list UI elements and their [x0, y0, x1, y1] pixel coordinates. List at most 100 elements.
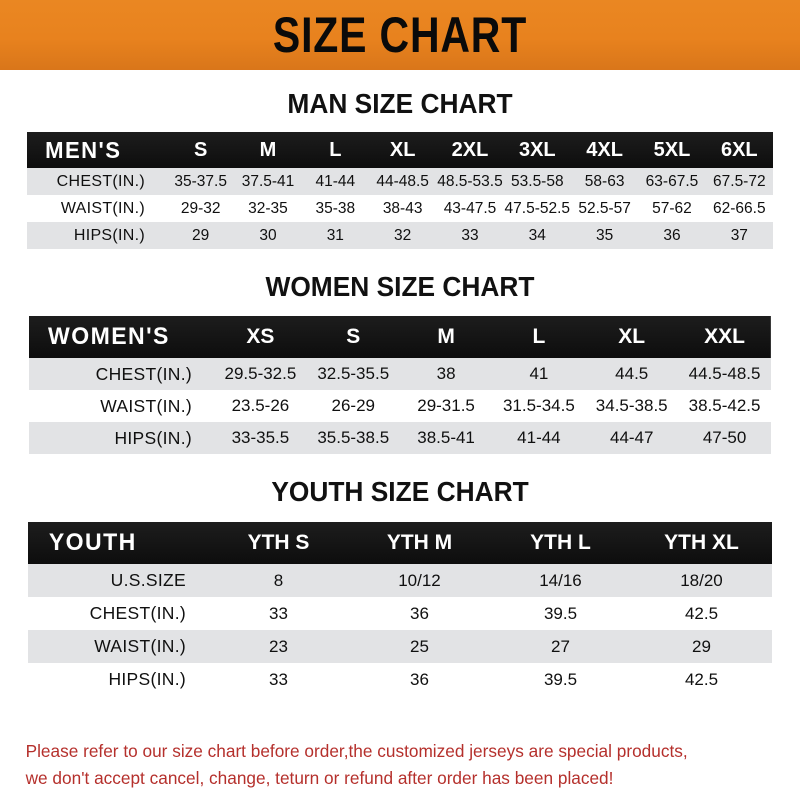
- table-cell: 34.5-38.5: [595, 396, 668, 415]
- table-man-col-header: M: [259, 138, 277, 161]
- table-man-col-header: XL: [389, 138, 416, 161]
- table-cell: 32-35: [248, 199, 288, 217]
- table-men: MEN'S S M L XL 2XL 3XL 4XL 5XL 6XL CHEST(IN.) 35-3…: [27, 132, 773, 249]
- table-row-label: HIPS(IN.): [108, 669, 186, 689]
- table-cell: 38-43: [382, 199, 423, 217]
- table-women-header-label: WOMEN'S: [48, 323, 170, 350]
- table-youth-col-header: YTH M: [386, 531, 453, 554]
- table-men-header-row: MEN'S S M L XL 2XL 3XL 4XL 5XL 6XL: [27, 132, 773, 168]
- table-cell: 33: [461, 226, 479, 244]
- table-cell: 18/20: [680, 570, 723, 590]
- table-youth-header-row: YOUTH YTH S YTH M YTH L YTH XL: [28, 522, 772, 564]
- table-cell: 44-47: [609, 428, 654, 447]
- footer-line-2: we don't accept cancel, change, teturn o…: [25, 768, 614, 788]
- table-cell: 41: [529, 364, 549, 383]
- chart-content: MAN SIZE CHART MEN'S S M L XL 2XL 3XL 4XL 5XL 6XL…: [0, 70, 800, 800]
- table-cell: 32: [394, 226, 412, 244]
- table-cell: 29-31.5: [417, 396, 475, 415]
- table-cell: 47-50: [702, 428, 747, 447]
- table-women-col-header: S: [346, 325, 361, 348]
- table-row-label: WAIST(IN.): [100, 395, 192, 416]
- table-row-label: CHEST(IN.): [95, 363, 192, 384]
- table-row: CHEST(IN.) 35-37.5 37.5-41 41-44 44-48.5 48.5…: [27, 168, 773, 195]
- table-row-label: HIPS(IN.): [73, 226, 145, 244]
- table-cell: 53.5-58: [511, 172, 564, 190]
- table-cell: 26-29: [331, 396, 375, 415]
- table-youth: YOUTH YTH S YTH M YTH L YTH XL U.S.SIZE 8 10/1…: [28, 522, 772, 696]
- table-man-col-header: 4XL: [586, 138, 623, 161]
- table-man-col-header: 3XL: [518, 138, 556, 161]
- table-cell: 43-47.5: [443, 199, 497, 217]
- table-cell: 14/16: [539, 570, 582, 590]
- table-row: WAIST(IN.) 23 25 27 29: [28, 630, 772, 663]
- table-cell: 38.5-42.5: [688, 396, 761, 415]
- table-cell: 44.5-48.5: [688, 364, 761, 383]
- table-women-col-header: L: [532, 325, 546, 348]
- table-row: CHEST(IN.) 29.5-32.5 32.5-35.5 38 41 44.5 44.5…: [29, 358, 771, 390]
- table-cell: 37: [730, 226, 748, 244]
- table-women-col-header: M: [437, 325, 455, 348]
- table-cell: 35-37.5: [174, 172, 227, 190]
- table-youth-head: YOUTH YTH S YTH M YTH L YTH XL: [28, 522, 772, 564]
- table-women-body: CHEST(IN.) 29.5-32.5 32.5-35.5 38 41 44.5 44.5…: [29, 358, 771, 454]
- table-cell: 41-44: [315, 172, 356, 190]
- table-row: HIPS(IN.) 29 30 31 32 33 34 35 36 37: [27, 222, 773, 249]
- footer-disclaimer: Please refer to our size chart before or…: [0, 738, 788, 792]
- table-row-label: CHEST(IN.): [56, 172, 145, 190]
- table-cell: 8: [273, 570, 284, 590]
- table-cell: 33: [269, 669, 288, 689]
- table-cell: 34: [528, 226, 546, 244]
- table-row: CHEST(IN.) 33 36 39.5 42.5: [28, 597, 772, 630]
- table-man-col-header: 2XL: [451, 138, 489, 161]
- table-man-header-label: MEN'S: [45, 136, 122, 163]
- table-women-head: WOMEN'S XS S M L XL XXL: [29, 316, 771, 358]
- table-row-label: HIPS(IN.): [114, 427, 192, 448]
- table-cell: 39.5: [543, 669, 578, 689]
- table-man-col-header: S: [193, 138, 208, 161]
- section-title-youth: YOUTH SIZE CHART: [271, 476, 529, 507]
- table-women: WOMEN'S XS S M L XL XXL CHEST(IN.) 29.5-32.5 32.…: [29, 316, 771, 454]
- table-cell: 31: [326, 226, 344, 244]
- table-cell: 42.5: [684, 669, 719, 689]
- table-cell: 35: [596, 226, 614, 244]
- table-youth-col-header: YTH L: [530, 531, 591, 554]
- table-cell: 36: [663, 226, 681, 244]
- table-cell: 30: [259, 226, 277, 244]
- table-man-col-header: 6XL: [720, 138, 758, 161]
- table-cell: 42.5: [684, 603, 719, 623]
- footer-line-1: Please refer to our size chart before or…: [25, 741, 688, 761]
- table-cell: 27: [551, 636, 570, 656]
- table-cell: 58-63: [584, 172, 625, 190]
- table-cell: 23.5-26: [231, 396, 290, 415]
- table-row: WAIST(IN.) 29-32 32-35 35-38 38-43 43-47.5 47.…: [27, 195, 773, 222]
- table-cell: 33: [269, 603, 288, 623]
- table-youth-col-header: YTH XL: [664, 531, 739, 554]
- table-men-body: CHEST(IN.) 35-37.5 37.5-41 41-44 44-48.5 48.5…: [27, 168, 773, 249]
- table-row-label: WAIST(IN.): [60, 199, 145, 217]
- table-cell: 38.5-41: [417, 428, 475, 447]
- table-youth-header-label: YOUTH: [48, 529, 137, 556]
- table-cell: 29: [192, 226, 210, 244]
- table-cell: 41-44: [517, 428, 561, 447]
- table-row-label: U.S.SIZE: [110, 570, 186, 590]
- table-row: HIPS(IN.) 33-35.5 35.5-38.5 38.5-41 41-44 44-…: [29, 422, 771, 454]
- table-cell: 44-48.5: [376, 172, 429, 190]
- table-row: HIPS(IN.) 33 36 39.5 42.5: [28, 663, 772, 696]
- table-man-col-header: L: [329, 138, 342, 161]
- table-cell: 63-67.5: [645, 172, 699, 190]
- table-men-head: MEN'S S M L XL 2XL 3XL 4XL 5XL 6XL: [27, 132, 773, 168]
- table-cell: 33-35.5: [231, 428, 290, 447]
- table-cell: 31.5-34.5: [502, 396, 575, 415]
- table-women-col-header: XS: [246, 325, 275, 348]
- table-cell: 39.5: [543, 603, 578, 623]
- table-cell: 23: [269, 636, 288, 656]
- table-man-col-header: 5XL: [653, 138, 691, 161]
- table-cell: 29: [692, 636, 711, 656]
- page-banner: SIZE CHART: [0, 0, 800, 70]
- table-cell: 35-38: [315, 199, 356, 217]
- table-cell: 48.5-53.5: [437, 172, 503, 190]
- table-row: WAIST(IN.) 23.5-26 26-29 29-31.5 31.5-34.5 34…: [29, 390, 771, 422]
- table-cell: 10/12: [398, 570, 441, 590]
- table-row-label: WAIST(IN.): [94, 636, 186, 656]
